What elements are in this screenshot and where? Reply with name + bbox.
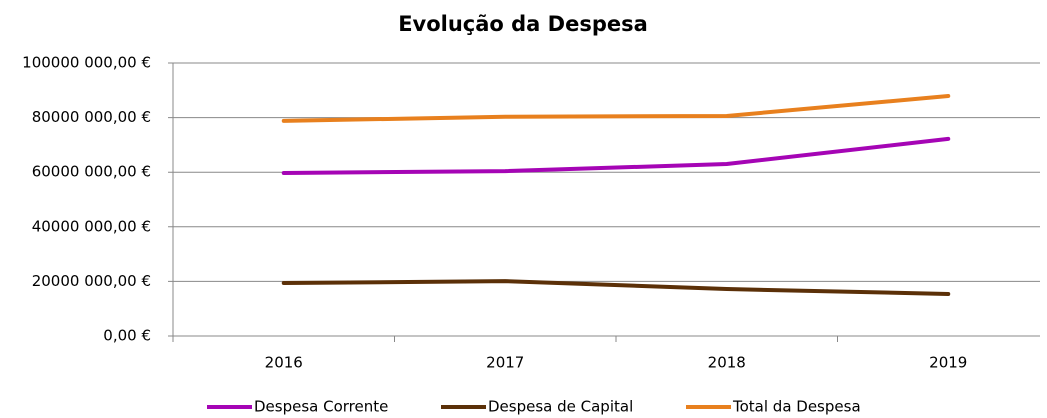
x-tick-label: 2018 [708, 354, 746, 372]
series-line [281, 94, 951, 123]
x-tick-label: 2019 [929, 354, 967, 372]
y-tick-label: 40000 000,00 € [32, 217, 151, 235]
y-tick-label: 60000 000,00 € [32, 163, 151, 181]
x-tick-label: 2016 [265, 354, 303, 372]
y-tick-label: 20000 000,00 € [32, 272, 151, 290]
series-line [281, 136, 951, 176]
x-tick-label: 2017 [486, 354, 524, 372]
y-tick-label: 0,00 € [103, 327, 151, 345]
legend-label: Despesa de Capital [488, 398, 633, 416]
series-line [281, 279, 951, 296]
legend-label: Despesa Corrente [254, 398, 388, 416]
chart-title: Evolução da Despesa [398, 12, 648, 36]
y-tick-label: 100000 000,00 € [22, 54, 151, 72]
y-tick-label: 80000 000,00 € [32, 108, 151, 126]
legend-label: Total da Despesa [732, 398, 861, 416]
